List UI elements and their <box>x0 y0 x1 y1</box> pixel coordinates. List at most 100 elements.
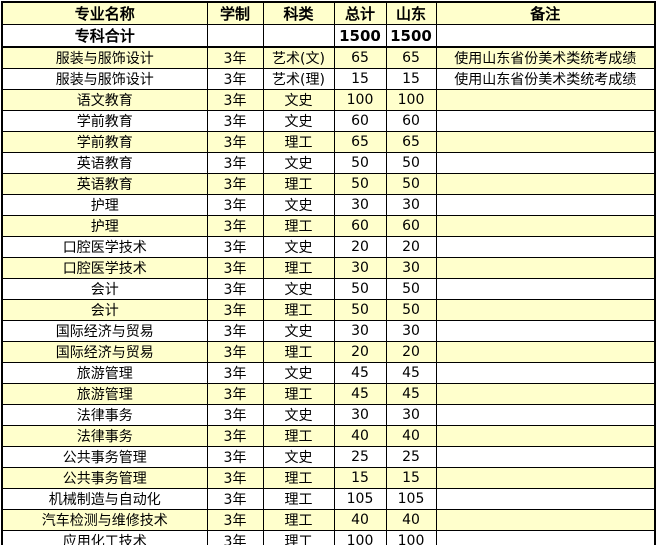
table-row: 法律事务 3年 文史 30 30 <box>1 404 656 426</box>
cell-total: 65 <box>333 131 387 153</box>
cell-remark: 使用山东省份美术类统考成绩 <box>435 46 656 69</box>
cell-remark: 使用山东省份美术类统考成绩 <box>435 68 656 90</box>
cell-major-name: 公共事务管理 <box>1 446 208 468</box>
table-row: 护理 3年 文史 30 30 <box>1 194 656 216</box>
cell-duration: 3年 <box>206 362 264 384</box>
cell-major-name: 法律事务 <box>1 425 208 447</box>
table-row: 应用化工技术 3年 理工 100 100 <box>1 530 656 545</box>
cell-duration: 3年 <box>206 236 264 258</box>
cell-remark <box>435 110 656 132</box>
cell-shandong: 30 <box>385 257 437 279</box>
cell-total: 30 <box>333 320 387 342</box>
cell-remark <box>435 383 656 405</box>
cell-remark <box>435 89 656 111</box>
cell-category: 文史 <box>262 320 335 342</box>
cell-major-name: 护理 <box>1 194 208 216</box>
cell-shandong: 40 <box>385 425 437 447</box>
cell-total: 100 <box>333 89 387 111</box>
cell-shandong: 15 <box>385 68 437 90</box>
cell-remark <box>435 152 656 174</box>
cell-remark <box>435 425 656 447</box>
cell-shandong: 65 <box>385 131 437 153</box>
cell-shandong: 20 <box>385 236 437 258</box>
cell-major-name: 英语教育 <box>1 152 208 174</box>
cell-shandong: 30 <box>385 404 437 426</box>
table-header: 专业名称 学制 科类 总计 山东 备注 <box>1 1 656 25</box>
cell-total: 45 <box>333 362 387 384</box>
cell-remark <box>435 173 656 195</box>
table-row: 国际经济与贸易 3年 理工 20 20 <box>1 341 656 363</box>
cell-major-name: 旅游管理 <box>1 383 208 405</box>
cell-category: 理工 <box>262 341 335 363</box>
cell-category: 文史 <box>262 89 335 111</box>
cell-duration: 3年 <box>206 467 264 489</box>
cell-remark <box>435 488 656 510</box>
subtotal-remark <box>435 24 656 48</box>
cell-duration: 3年 <box>206 341 264 363</box>
cell-category: 理工 <box>262 488 335 510</box>
cell-category: 理工 <box>262 509 335 531</box>
cell-shandong: 50 <box>385 152 437 174</box>
cell-shandong: 60 <box>385 215 437 237</box>
cell-major-name: 会计 <box>1 278 208 300</box>
cell-shandong: 105 <box>385 488 437 510</box>
column-header-category: 科类 <box>262 1 335 25</box>
cell-major-name: 汽车检测与维修技术 <box>1 509 208 531</box>
cell-total: 50 <box>333 152 387 174</box>
column-header-duration: 学制 <box>206 1 264 25</box>
cell-remark <box>435 194 656 216</box>
table-row: 护理 3年 理工 60 60 <box>1 215 656 237</box>
table-row: 英语教育 3年 理工 50 50 <box>1 173 656 195</box>
subtotal-duration <box>206 24 264 48</box>
cell-duration: 3年 <box>206 46 264 69</box>
cell-total: 50 <box>333 299 387 321</box>
table-row: 公共事务管理 3年 文史 25 25 <box>1 446 656 468</box>
cell-total: 40 <box>333 425 387 447</box>
cell-major-name: 服装与服饰设计 <box>1 68 208 90</box>
cell-duration: 3年 <box>206 257 264 279</box>
cell-total: 100 <box>333 530 387 545</box>
cell-shandong: 50 <box>385 299 437 321</box>
table-row: 机械制造与自动化 3年 理工 105 105 <box>1 488 656 510</box>
cell-shandong: 100 <box>385 530 437 545</box>
cell-shandong: 15 <box>385 467 437 489</box>
table-row: 语文教育 3年 文史 100 100 <box>1 89 656 111</box>
cell-remark <box>435 530 656 545</box>
cell-shandong: 30 <box>385 194 437 216</box>
cell-category: 艺术(文) <box>262 46 335 69</box>
cell-shandong: 20 <box>385 341 437 363</box>
cell-shandong: 25 <box>385 446 437 468</box>
cell-duration: 3年 <box>206 173 264 195</box>
column-header-shandong: 山东 <box>385 1 437 25</box>
cell-remark <box>435 446 656 468</box>
cell-duration: 3年 <box>206 131 264 153</box>
cell-category: 文史 <box>262 194 335 216</box>
cell-total: 20 <box>333 341 387 363</box>
cell-major-name: 口腔医学技术 <box>1 257 208 279</box>
cell-total: 30 <box>333 404 387 426</box>
cell-total: 65 <box>333 46 387 69</box>
cell-major-name: 法律事务 <box>1 404 208 426</box>
cell-category: 文史 <box>262 236 335 258</box>
table-row: 会计 3年 文史 50 50 <box>1 278 656 300</box>
table-row: 学前教育 3年 文史 60 60 <box>1 110 656 132</box>
column-header-major: 专业名称 <box>1 1 208 25</box>
table-row: 汽车检测与维修技术 3年 理工 40 40 <box>1 509 656 531</box>
cell-remark <box>435 215 656 237</box>
subtotal-category <box>262 24 335 48</box>
cell-category: 文史 <box>262 152 335 174</box>
cell-category: 理工 <box>262 131 335 153</box>
cell-total: 30 <box>333 194 387 216</box>
cell-category: 文史 <box>262 278 335 300</box>
cell-total: 60 <box>333 215 387 237</box>
cell-duration: 3年 <box>206 194 264 216</box>
cell-category: 理工 <box>262 467 335 489</box>
cell-duration: 3年 <box>206 404 264 426</box>
cell-category: 理工 <box>262 383 335 405</box>
cell-major-name: 机械制造与自动化 <box>1 488 208 510</box>
cell-major-name: 护理 <box>1 215 208 237</box>
cell-shandong: 50 <box>385 278 437 300</box>
cell-major-name: 会计 <box>1 299 208 321</box>
cell-total: 15 <box>333 68 387 90</box>
